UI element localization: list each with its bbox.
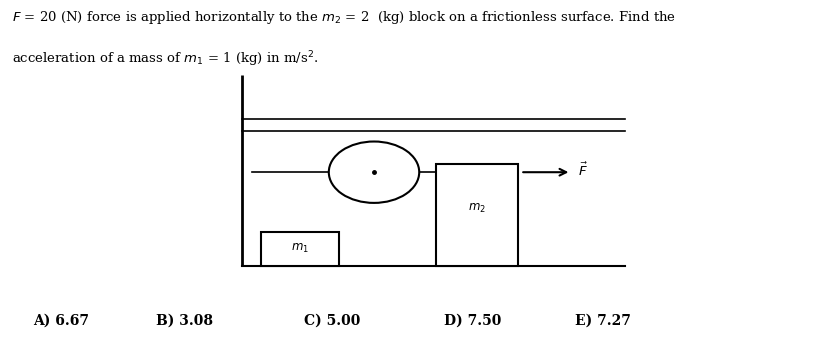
Text: $m_2$: $m_2$ — [468, 202, 486, 214]
Text: $m_1$: $m_1$ — [292, 242, 309, 255]
Text: C) 5.00: C) 5.00 — [304, 313, 361, 327]
Text: $\vec{F}$: $\vec{F}$ — [578, 162, 588, 179]
Text: $F$ = 20 (N) force is applied horizontally to the $m_2$ = 2  (kg) block on a fri: $F$ = 20 (N) force is applied horizontal… — [12, 9, 677, 26]
Text: acceleration of a mass of $m_1$ = 1 (kg) in m/s$^2$.: acceleration of a mass of $m_1$ = 1 (kg)… — [12, 49, 319, 69]
Ellipse shape — [329, 142, 419, 203]
Bar — [261, 232, 339, 266]
Text: D) 7.50: D) 7.50 — [444, 313, 501, 327]
Text: A) 6.67: A) 6.67 — [33, 313, 89, 327]
Text: E) 7.27: E) 7.27 — [575, 313, 631, 327]
Bar — [436, 164, 518, 266]
Text: B) 3.08: B) 3.08 — [156, 313, 213, 327]
